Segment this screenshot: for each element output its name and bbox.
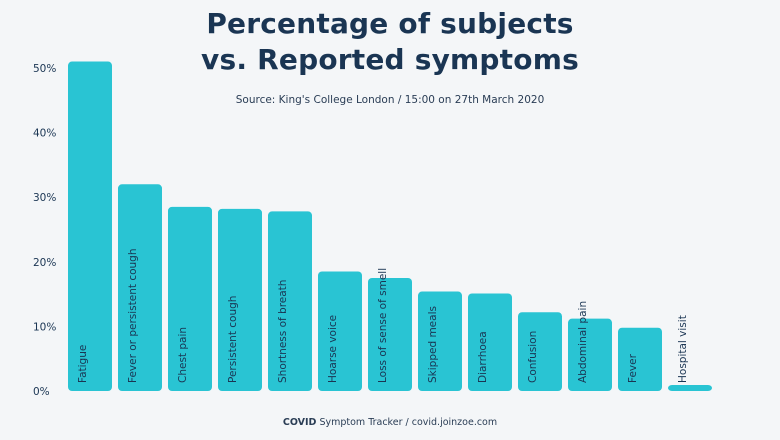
y-tick-label: 10%	[33, 321, 56, 333]
bar-diarrhoea	[468, 293, 512, 391]
category-label: Hospital visit	[677, 315, 689, 383]
category-label: Fever	[627, 353, 639, 383]
bar-persistent-cough	[218, 208, 262, 391]
bar-fatigue	[68, 61, 112, 391]
y-tick-label: 30%	[33, 192, 56, 204]
bar-fever-or-persistent-cough	[118, 184, 162, 391]
bar-skipped-meals	[418, 291, 462, 391]
category-label: Hoarse voice	[327, 315, 339, 383]
y-tick-label: 50%	[33, 63, 56, 75]
category-label: Skipped meals	[427, 306, 439, 383]
category-label: Loss of sense of smell	[377, 268, 389, 383]
chart-subtitle: Source: King's College London / 15:00 on…	[235, 94, 545, 106]
y-tick-label: 0%	[33, 386, 50, 398]
bar-confusion	[518, 312, 562, 391]
category-label: Abdominal pain	[577, 301, 589, 383]
bar-loss-of-sense-of-smell	[368, 277, 412, 391]
chart-footer: COVID Symptom Tracker / covid.joinzoe.co…	[0, 417, 780, 428]
bar-shortness-of-breath	[268, 211, 312, 391]
category-label: Diarrhoea	[477, 331, 489, 383]
bar-chest-pain	[168, 206, 212, 391]
category-label: Persistent cough	[227, 296, 239, 383]
category-label: Fatigue	[77, 345, 89, 383]
bar-fever	[618, 327, 662, 391]
footer-text: Symptom Tracker / covid.joinzoe.com	[316, 417, 498, 428]
bar-hospital-visit	[668, 385, 712, 391]
category-label: Chest pain	[177, 327, 189, 383]
chart-title-line-1: Percentage of subjects	[206, 7, 574, 40]
footer-brand: COVID	[282, 417, 317, 428]
category-label: Shortness of breath	[277, 280, 289, 383]
chart-title: Percentage of subjects vs. Reported symp…	[0, 6, 780, 78]
bar-abdominal-pain	[568, 318, 612, 391]
category-label: Fever or persistent cough	[127, 249, 139, 384]
y-tick-label: 40%	[33, 128, 56, 140]
y-tick-label: 20%	[33, 257, 56, 269]
bar-hoarse-voice	[318, 271, 362, 391]
chart-title-line-2: vs. Reported symptoms	[201, 43, 579, 76]
category-label: Confusion	[527, 331, 539, 383]
